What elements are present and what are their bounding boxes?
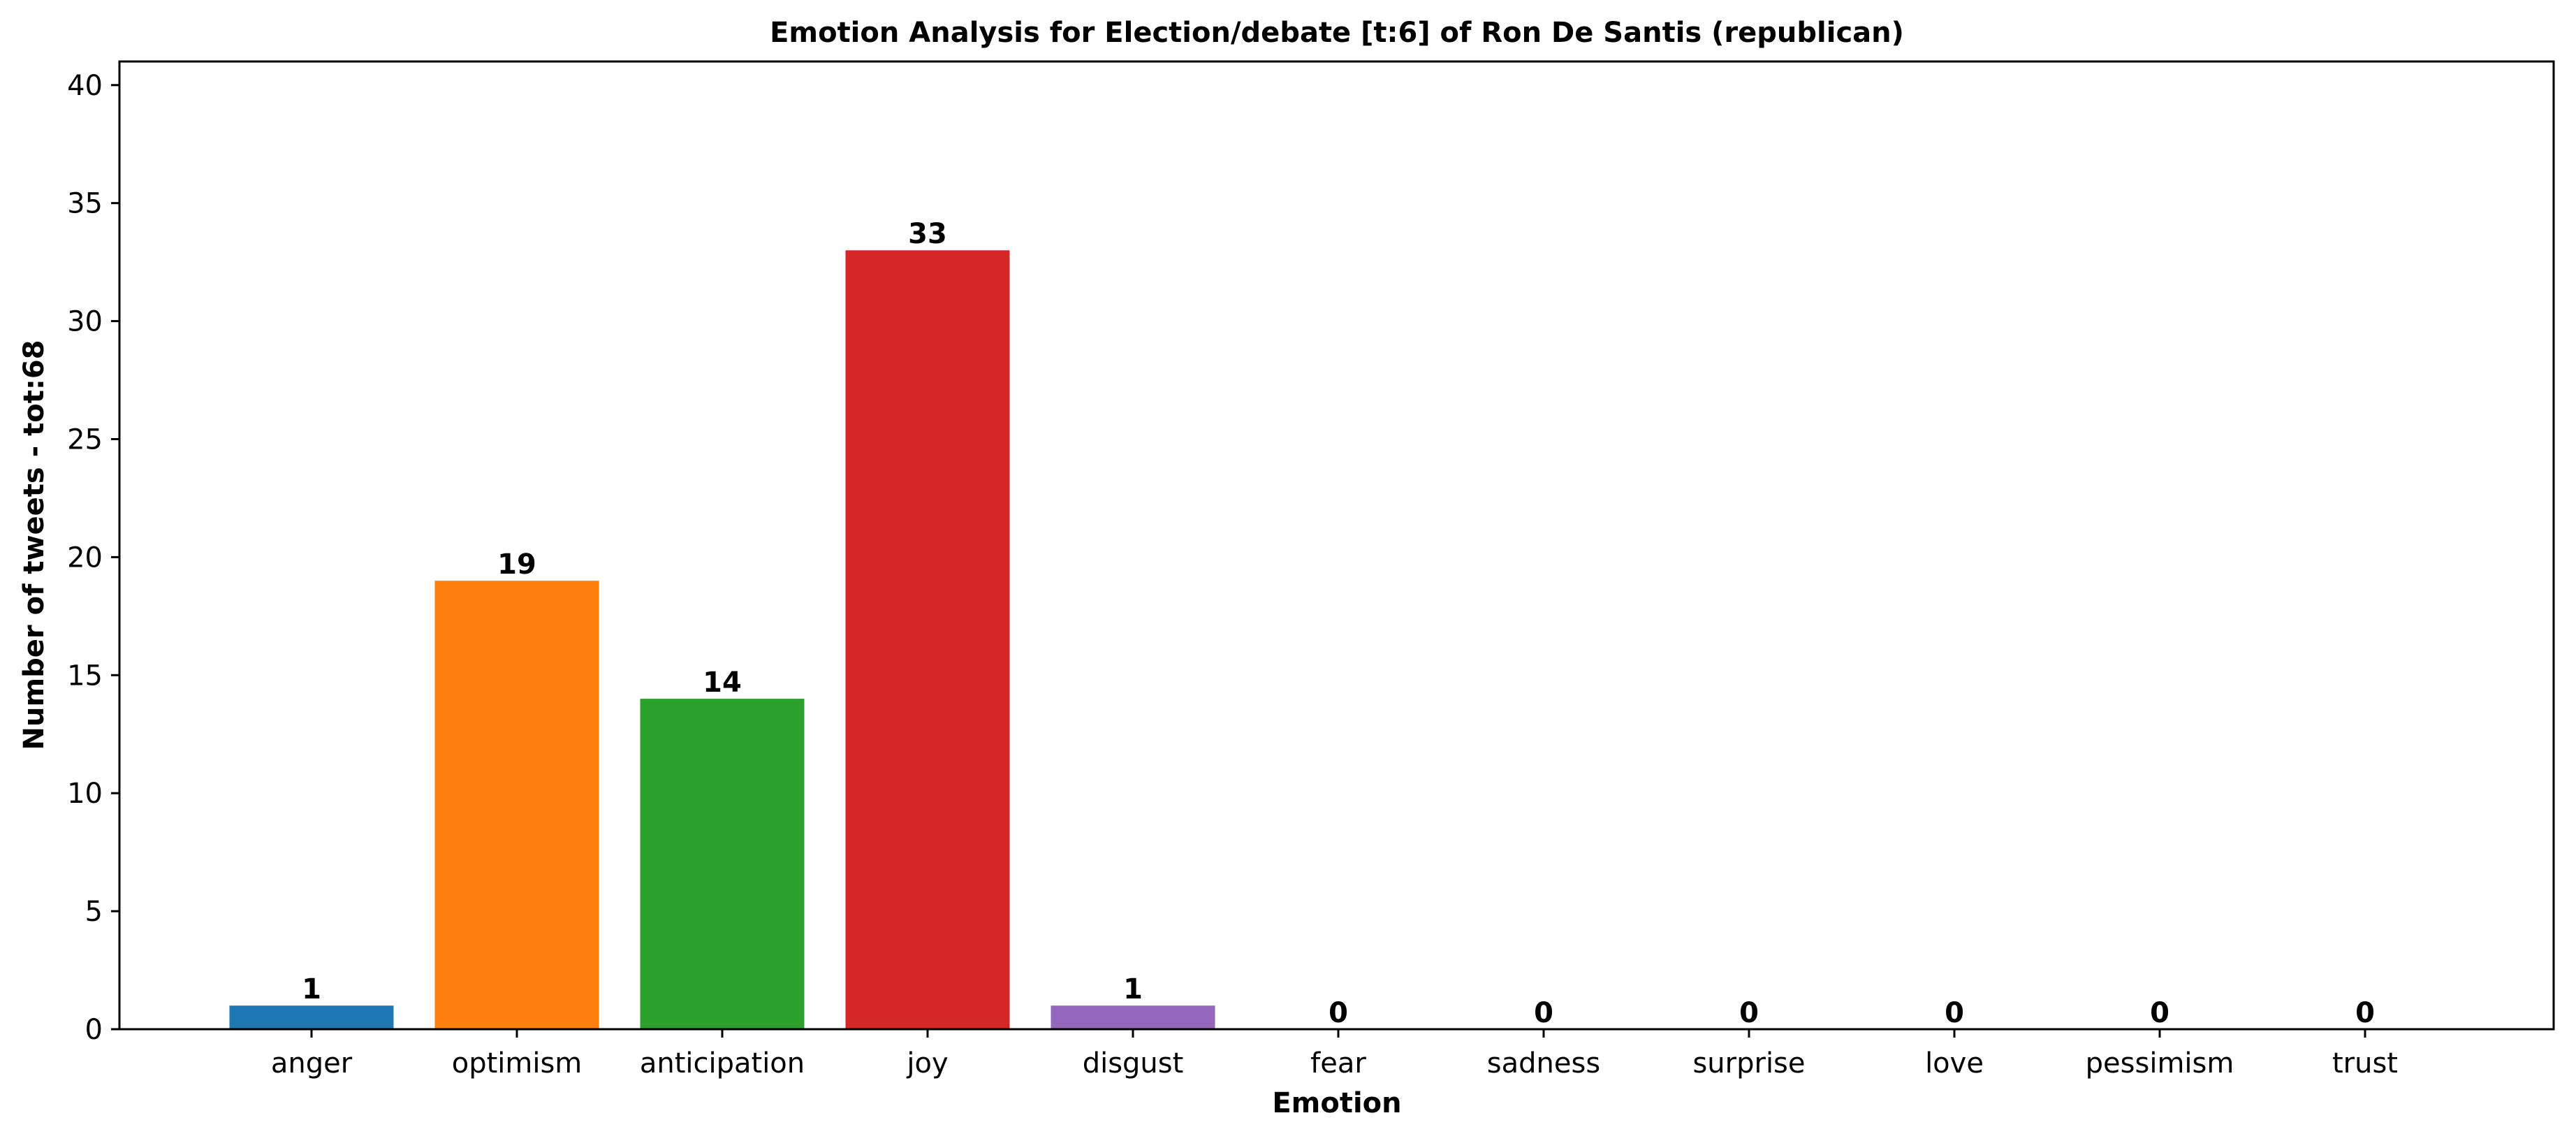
bar-value-label-joy: 33 [908, 218, 947, 250]
bar-value-label-pessimism: 0 [2150, 997, 2169, 1029]
bar-value-label-optimism: 19 [497, 548, 536, 581]
x-tick-label-trust: trust [2332, 1047, 2398, 1080]
y-axis-label: Number of tweets - tot:68 [18, 340, 50, 750]
x-tick-label-anticipation: anticipation [640, 1047, 805, 1080]
bar-value-label-sadness: 0 [1534, 997, 1553, 1029]
x-tick-label-joy: joy [906, 1047, 948, 1080]
y-tick-label-20: 20 [67, 542, 103, 574]
bar-value-label-surprise: 0 [1739, 997, 1759, 1029]
x-tick-label-optimism: optimism [452, 1047, 583, 1080]
chart-title: Emotion Analysis for Election/debate [t:… [770, 17, 1904, 49]
axis-ticks: anger optimism anticipation joy disgust fear s… [67, 70, 2398, 1080]
x-tick-label-pessimism: pessimism [2086, 1047, 2234, 1080]
bar-value-label-fear: 0 [1329, 997, 1348, 1029]
y-tick-label-15: 15 [67, 660, 103, 692]
y-tick-label-35: 35 [67, 188, 103, 220]
bar-anger [229, 1005, 394, 1029]
x-tick-label-fear: fear [1310, 1047, 1366, 1080]
x-axis-label: Emotion [1272, 1087, 1401, 1119]
y-tick-label-5: 5 [85, 896, 103, 928]
bar-value-label-love: 0 [1945, 997, 1964, 1029]
x-tick-label-disgust: disgust [1083, 1047, 1184, 1080]
x-tick-label-surprise: surprise [1692, 1047, 1805, 1080]
bar-joy [845, 250, 1010, 1029]
plot-frame [118, 60, 2555, 1031]
bar-value-label-anticipation: 14 [703, 667, 742, 699]
bars-layer: 1 19 14 33 1 0 0 0 0 0 0 [229, 218, 2375, 1029]
bar-value-label-anger: 1 [302, 973, 321, 1005]
bar-value-label-trust: 0 [2355, 997, 2375, 1029]
y-tick-label-0: 0 [85, 1014, 103, 1046]
x-tick-label-anger: anger [271, 1047, 353, 1080]
x-tick-label-love: love [1925, 1047, 1984, 1080]
bar-value-label-disgust: 1 [1123, 973, 1143, 1005]
y-tick-label-25: 25 [67, 423, 103, 456]
bar-optimism [434, 581, 599, 1029]
y-tick-label-40: 40 [67, 70, 103, 102]
x-tick-label-sadness: sadness [1487, 1047, 1600, 1080]
bar-anticipation [640, 699, 805, 1029]
bar-disgust [1051, 1005, 1215, 1029]
y-tick-label-30: 30 [67, 306, 103, 338]
y-tick-label-10: 10 [67, 778, 103, 810]
